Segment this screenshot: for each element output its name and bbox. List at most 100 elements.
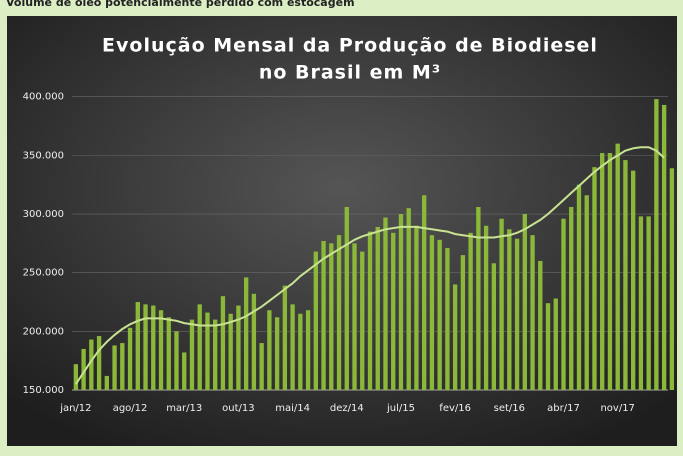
bar	[445, 248, 450, 390]
bar	[305, 310, 311, 390]
bar	[243, 277, 249, 390]
bar	[220, 296, 226, 390]
bar	[73, 364, 79, 390]
bar	[476, 207, 481, 390]
y-tick-label: 400.000	[23, 92, 64, 103]
x-tick-label: nov/17	[600, 403, 634, 414]
bar	[460, 255, 466, 390]
y-tick-label: 200.000	[23, 326, 64, 337]
bar	[344, 207, 349, 390]
x-tick-label: ago/12	[113, 403, 148, 414]
bar	[654, 99, 659, 391]
bar	[274, 317, 280, 390]
x-tick-label: mar/13	[166, 403, 202, 414]
x-tick-label: jan/12	[59, 403, 91, 414]
bar	[89, 339, 94, 390]
y-tick-label: 350.000	[23, 150, 64, 161]
bar	[452, 284, 458, 390]
bar	[661, 104, 667, 390]
bar	[375, 226, 380, 390]
bar	[530, 235, 535, 390]
bar	[576, 184, 582, 390]
bar	[112, 345, 117, 390]
bar	[197, 304, 202, 390]
bar	[96, 336, 102, 390]
bar	[553, 298, 558, 390]
bar	[569, 207, 574, 390]
bar	[189, 319, 195, 390]
bar	[104, 375, 109, 390]
x-tick-label: set/16	[494, 403, 525, 414]
bar	[383, 217, 388, 390]
chart-title: no Brasil em M³	[259, 62, 441, 84]
bar	[251, 293, 257, 390]
bar	[367, 231, 373, 390]
bar	[352, 243, 357, 390]
bar	[81, 348, 86, 390]
bar	[127, 327, 133, 390]
trend-line	[75, 146, 665, 385]
bar	[600, 153, 605, 390]
bar	[631, 170, 636, 390]
y-tick-label: 300.000	[23, 209, 64, 220]
bar	[592, 167, 597, 390]
bar	[414, 225, 419, 390]
bar	[545, 303, 551, 390]
bar	[329, 243, 334, 390]
bar	[267, 310, 272, 390]
bar	[483, 225, 489, 390]
bar	[514, 238, 520, 390]
bar	[522, 214, 527, 390]
bar	[607, 153, 613, 390]
bar	[290, 304, 295, 390]
bar	[120, 343, 125, 390]
bar	[213, 319, 218, 390]
bar	[174, 331, 179, 390]
chart-title: Evolução Mensal da Produção de Biodiesel	[102, 35, 598, 57]
bar	[182, 352, 187, 390]
bar	[143, 304, 148, 390]
bar	[422, 195, 427, 390]
bar	[623, 160, 628, 390]
bar	[321, 241, 326, 390]
bar	[491, 263, 497, 390]
bar	[360, 251, 365, 390]
y-tick-label: 250.000	[23, 268, 64, 279]
bar	[151, 305, 156, 390]
bar	[615, 143, 620, 390]
bar	[638, 216, 644, 390]
bar	[429, 235, 435, 390]
bar	[391, 232, 396, 390]
caption: Volume de óleo potencialmente perdido co…	[6, 0, 355, 9]
bar	[406, 208, 411, 390]
x-tick-label: mai/14	[275, 403, 310, 414]
bar	[236, 305, 241, 390]
x-tick-label: out/13	[222, 403, 254, 414]
bar	[336, 235, 342, 390]
bar	[313, 251, 318, 390]
bar	[669, 168, 675, 390]
bar	[584, 195, 589, 390]
x-tick-label: fev/16	[439, 403, 471, 414]
bar	[166, 317, 171, 390]
x-tick-label: jul/15	[386, 403, 415, 414]
bar	[398, 214, 404, 390]
bar	[298, 313, 303, 390]
bar	[437, 239, 442, 390]
bar	[282, 285, 288, 390]
bar	[646, 216, 651, 390]
bar	[259, 343, 264, 390]
bar	[158, 310, 164, 390]
x-tick-label: dez/14	[330, 403, 364, 414]
bar	[135, 302, 140, 390]
bar	[561, 218, 566, 390]
x-tick-label: abr/17	[547, 403, 580, 414]
bar	[468, 232, 473, 390]
bar	[538, 260, 543, 390]
bar	[507, 229, 512, 390]
y-tick-label: 150.000	[23, 385, 64, 396]
bar	[228, 313, 233, 390]
bar	[499, 218, 504, 390]
